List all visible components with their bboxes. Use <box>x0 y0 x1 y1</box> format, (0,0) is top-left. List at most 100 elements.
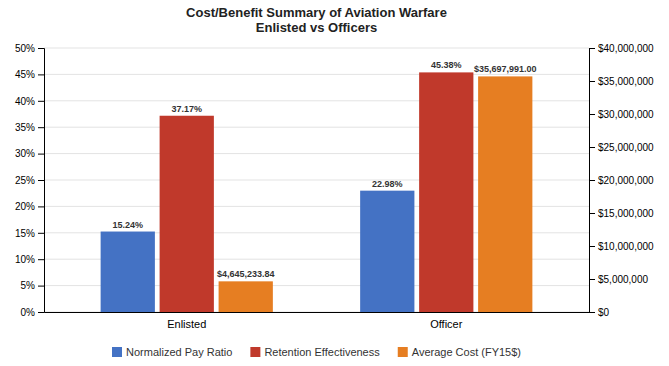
y-tick-label: 45% <box>15 69 35 80</box>
y-tick-mark <box>38 74 44 75</box>
bar <box>219 281 273 312</box>
y2-tick-label: $25,000,000 <box>598 142 654 153</box>
y2-tick: $15,000,000 <box>589 208 654 219</box>
y2-tick: $5,000,000 <box>589 274 648 285</box>
y-tick-mark <box>38 259 44 260</box>
y-tick-label: 50% <box>15 43 35 54</box>
y2-tick: $0 <box>589 307 610 318</box>
legend: Normalized Pay Ratio Retention Effectiven… <box>112 346 521 358</box>
y2-axis: $0 $5,000,000 $10,000,000 $15,000,000 $20,00… <box>589 43 654 318</box>
bar <box>419 72 473 312</box>
title: Cost/Benefit Summary of Aviation Warfare… <box>186 5 447 35</box>
bar <box>360 191 414 312</box>
y-tick-mark <box>38 312 44 313</box>
y-tick-mark <box>38 206 44 207</box>
y2-tick: $35,000,000 <box>589 76 654 87</box>
data-label: 22.98% <box>372 179 403 189</box>
y-tick: 10% <box>15 254 44 265</box>
y2-tick: $25,000,000 <box>589 142 654 153</box>
x-axis: Enlisted Officer <box>45 313 590 330</box>
x-tick: Officer <box>430 318 463 330</box>
y2-tick-mark <box>589 180 595 181</box>
y2-tick-mark <box>589 213 595 214</box>
y2-tick-label: $10,000,000 <box>598 241 654 252</box>
y2-tick-mark <box>589 246 595 247</box>
y2-tick-mark <box>589 114 595 115</box>
y2-tick-mark <box>589 312 595 313</box>
y-tick: 50% <box>15 43 44 54</box>
legend-swatch <box>112 347 122 357</box>
y2-tick-mark <box>589 48 595 49</box>
y2-tick-label: $5,000,000 <box>598 274 648 285</box>
y2-tick-mark <box>589 147 595 148</box>
data-label: $35,697,991.00 <box>474 64 537 74</box>
y-tick-mark <box>38 233 44 234</box>
bar <box>101 232 155 312</box>
y-tick-mark <box>38 127 44 128</box>
y-tick-label: 35% <box>15 122 35 133</box>
y-tick-mark <box>38 48 44 49</box>
y-tick-mark <box>38 180 44 181</box>
legend-item: Retention Effectiveness <box>250 346 380 358</box>
legend-swatch <box>250 347 260 357</box>
y-tick-mark <box>38 154 44 155</box>
legend-item: Normalized Pay Ratio <box>112 346 232 358</box>
legend-label: Average Cost (FY15$) <box>412 346 521 358</box>
y2-tick-mark <box>589 81 595 82</box>
x-tick-label: Officer <box>430 318 463 330</box>
bar <box>478 76 532 312</box>
grid <box>44 48 589 312</box>
data-labels: 15.24% 22.98% 37.17% 45.38% $4,645,233.84 $35… <box>112 60 536 279</box>
data-label: 15.24% <box>112 220 143 230</box>
data-label: 37.17% <box>171 104 202 114</box>
y2-tick-mark <box>589 279 595 280</box>
y2-tick-label: $20,000,000 <box>598 175 654 186</box>
legend-label: Retention Effectiveness <box>264 346 380 358</box>
legend-item: Average Cost (FY15$) <box>398 346 521 358</box>
legend-swatch <box>398 347 408 357</box>
title-line: Cost/Benefit Summary of Aviation Warfare <box>186 5 447 20</box>
y2-tick: $40,000,000 <box>589 43 654 54</box>
y-tick: 30% <box>15 148 44 159</box>
y-tick: 5% <box>21 280 44 291</box>
y-tick: 35% <box>15 122 44 133</box>
bar <box>160 116 214 312</box>
y2-tick: $30,000,000 <box>589 109 654 120</box>
y-axis: 0% 5% 10% 15% 20% 25% 30% 35% 40% 45% 50% <box>15 43 45 318</box>
y-tick: 40% <box>15 96 44 107</box>
plot: 0% 5% 10% 15% 20% 25% 30% 35% 40% 45% 50% $0 $5,000,… <box>15 43 654 330</box>
y-tick: 45% <box>15 69 44 80</box>
y-tick-label: 30% <box>15 148 35 159</box>
bars <box>101 72 533 312</box>
y-tick-label: 5% <box>21 280 36 291</box>
data-label: 45.38% <box>431 60 462 70</box>
x-tick-label: Enlisted <box>167 318 206 330</box>
legend-label: Normalized Pay Ratio <box>126 346 232 358</box>
chart: 0% 5% 10% 15% 20% 25% 30% 35% 40% 45% 50% $0 $5,000,… <box>0 0 669 366</box>
y-tick: 25% <box>15 175 44 186</box>
y-tick: 20% <box>15 201 44 212</box>
y2-tick-label: $15,000,000 <box>598 208 654 219</box>
y-tick-mark <box>38 101 44 102</box>
y2-tick: $20,000,000 <box>589 175 654 186</box>
y2-tick-label: $30,000,000 <box>598 109 654 120</box>
y-tick-label: 20% <box>15 201 35 212</box>
y2-tick: $10,000,000 <box>589 241 654 252</box>
grid-line <box>44 48 589 49</box>
x-tick: Enlisted <box>167 318 206 330</box>
y-axis-line <box>38 49 45 313</box>
y-tick-label: 10% <box>15 254 35 265</box>
y2-tick-label: $35,000,000 <box>598 76 654 87</box>
x-axis-line <box>45 312 590 313</box>
y-tick-label: 40% <box>15 96 35 107</box>
y2-axis-line <box>590 49 596 313</box>
y-tick-label: 0% <box>21 307 36 318</box>
data-label: $4,645,233.84 <box>217 269 275 279</box>
y-tick-mark <box>38 286 44 287</box>
y-tick: 15% <box>15 228 44 239</box>
title-line: Enlisted vs Officers <box>256 20 377 35</box>
y2-tick-label: $0 <box>598 307 610 318</box>
y-tick-label: 25% <box>15 175 35 186</box>
y-tick: 0% <box>21 307 44 318</box>
y-tick-label: 15% <box>15 228 35 239</box>
